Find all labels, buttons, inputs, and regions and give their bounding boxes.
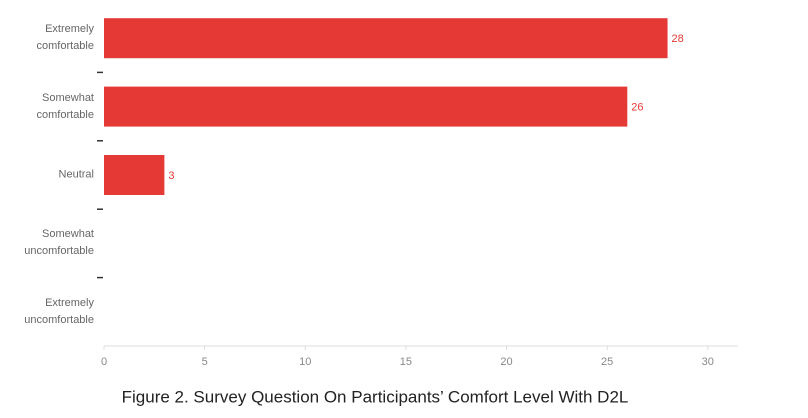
value-label: 3 [168,170,174,182]
value-label: 28 [672,33,684,45]
bar [104,155,165,195]
value-label: 26 [631,102,643,114]
x-tick-label: 15 [400,356,412,368]
x-tick-label: 20 [500,356,512,368]
y-tick-label: Extremely comfortable [36,23,94,53]
x-tick-label: 10 [299,356,311,368]
x-tick-label: 0 [101,356,107,368]
y-tick-label: Somewhat comfortable [36,91,94,121]
y-tick-label: Somewhat uncomfortable [24,228,94,258]
chart-title: Figure 2. Survey Question On Participant… [122,387,629,406]
x-tick-label: 30 [702,356,714,368]
bar [104,18,668,59]
y-tick-label: Extremely uncomfortable [24,296,94,326]
x-tick-label: 5 [202,356,208,368]
y-tick-label: Neutral [58,168,94,181]
x-tick-label: 25 [601,356,613,368]
bar [104,86,628,127]
